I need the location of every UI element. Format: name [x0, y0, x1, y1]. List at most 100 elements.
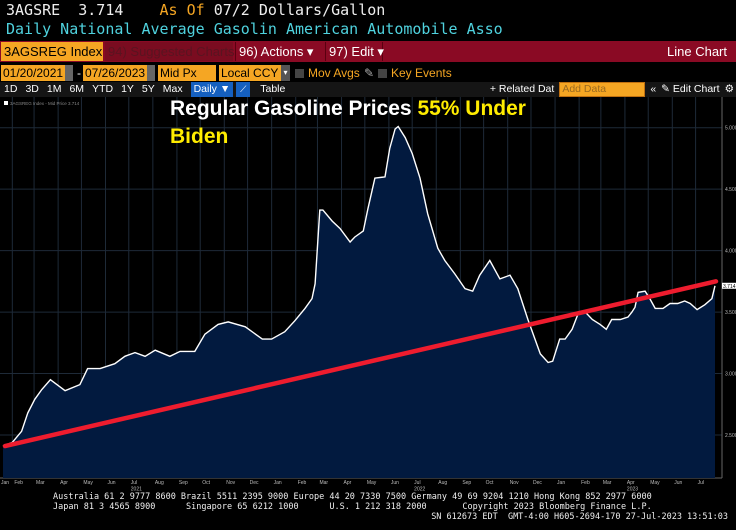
edit-menu[interactable]: 97) Edit ▾ [325, 42, 384, 61]
pencil-icon[interactable]: ✎ [364, 66, 375, 80]
month-tick-label: Jul [414, 480, 420, 486]
period-6m[interactable]: 6M [69, 83, 85, 95]
mov-avgs-checkbox[interactable] [295, 69, 304, 78]
annotation-yellow: 55% Under Biden [170, 97, 526, 148]
period-1m[interactable]: 1M [46, 83, 62, 95]
month-tick-label: May [650, 480, 660, 486]
footer-contacts: Australia 61 2 9777 8600 Brazil 5511 239… [53, 492, 652, 502]
footer-copyright: Japan 81 3 4565 8900 Singapore 65 6212 1… [53, 502, 652, 512]
edit-chart-label: Edit Chart [672, 83, 720, 95]
month-tick-label: Apr [344, 480, 352, 486]
month-tick-label: Mar [603, 480, 612, 486]
month-tick-label: Jul [131, 480, 137, 486]
period-max[interactable]: Max [162, 83, 183, 95]
end-date-input[interactable]: 07/26/2023 [83, 65, 147, 81]
month-tick-label: Sep [462, 480, 471, 486]
mov-avgs-label[interactable]: Mov Avgs [308, 66, 360, 80]
y-tick-label: 5.000 [725, 126, 736, 132]
year-tick-label: 2022 [414, 487, 425, 493]
period-1y[interactable]: 1Y [121, 83, 134, 95]
as-of-value: 07/2 [213, 1, 250, 19]
chart-type-label: Line Chart [667, 44, 727, 59]
date-range-separator: - [77, 66, 81, 80]
period-3d[interactable]: 3D [25, 83, 39, 95]
month-tick-label: Feb [14, 480, 23, 486]
period-5y[interactable]: 5Y [141, 83, 155, 95]
month-tick-label: Jan [557, 480, 565, 486]
month-tick-label: Jan [1, 480, 9, 486]
month-tick-label: Mar [319, 480, 328, 486]
units: Dollars/Gallon [258, 1, 386, 19]
month-tick-label: Nov [510, 480, 519, 486]
last-value-tag [722, 282, 736, 289]
command-bar: 3AGSREG Index 94) Suggested Charts 96) A… [0, 41, 736, 62]
price-line [2, 125, 716, 447]
suggested-charts-button[interactable]: 94) Suggested Charts [105, 42, 234, 61]
calendar-icon[interactable] [65, 65, 73, 81]
month-tick-label: May [83, 480, 93, 486]
security-description: Daily National Average Gasolin American … [6, 20, 503, 38]
last-value-label: 3.714 [723, 284, 736, 290]
year-tick-label: 2023 [627, 487, 638, 493]
month-tick-label: Apr [627, 480, 635, 486]
month-tick-label: Aug [438, 480, 447, 486]
chart-controls: 01/20/2021 - 07/26/2023 Mid Px Local CCY… [0, 65, 736, 82]
as-of-label: As Of [159, 1, 205, 19]
y-tick-label: 3.000 [725, 372, 736, 378]
month-tick-label: Dec [533, 480, 542, 486]
security-header: 3AGSRE 3.714 As Of 07/2 Dollars/Gallon [6, 1, 385, 19]
related-data-button[interactable]: + Related Dat [489, 83, 555, 95]
trend-line [2, 279, 719, 449]
chevron-down-icon[interactable]: ▾ [281, 65, 290, 81]
footer-session: SN 612673 EDT GMT-4:00 H605-2694-170 27-… [431, 512, 728, 522]
month-tick-label: Jun [391, 480, 399, 486]
currency-select[interactable]: Local CCY [219, 65, 281, 81]
y-tick-label: 4.000 [725, 249, 736, 255]
month-tick-label: May [367, 480, 377, 486]
start-date-input[interactable]: 01/20/2021 [1, 65, 65, 81]
ticker-input[interactable]: 3AGSREG Index [1, 42, 103, 61]
y-tick-label: 2.500 [725, 433, 736, 439]
month-tick-label: Aug [155, 480, 164, 486]
gear-icon[interactable]: ⚙ [724, 83, 734, 95]
annotation-white: Regular Gasoline Prices [170, 97, 418, 120]
month-tick-label: Jan [274, 480, 282, 486]
month-tick-label: Nov [226, 480, 235, 486]
month-tick-label: Oct [486, 480, 494, 486]
add-data-input[interactable]: Add Data [559, 82, 646, 97]
edit-chart-button[interactable]: ✎ Edit Chart [661, 82, 719, 97]
period-ytd[interactable]: YTD [92, 83, 114, 95]
month-tick-label: Oct [202, 480, 210, 486]
frequency-select[interactable]: Daily ▼ [190, 82, 234, 97]
period-toolbar: 1D 3D 1M 6M YTD 1Y 5Y Max Daily ▼ ⟋ Table + Rel… [0, 82, 736, 97]
last-price: 3.714 [78, 1, 124, 19]
key-events-checkbox[interactable] [378, 69, 387, 78]
table-button[interactable]: Table [260, 83, 286, 95]
key-events-label[interactable]: Key Events [391, 66, 452, 80]
month-tick-label: Feb [298, 480, 307, 486]
month-tick-label: Sep [179, 480, 188, 486]
month-tick-label: Feb [581, 480, 590, 486]
month-tick-label: Jul [698, 480, 704, 486]
legend-label: 3AGSREG Index - Mid Price 3.714 [10, 101, 80, 106]
month-tick-label: Jun [674, 480, 682, 486]
y-tick-label: 3.500 [725, 310, 736, 316]
actions-menu[interactable]: 96) Actions ▾ [235, 42, 323, 61]
ticker: 3AGSRE [6, 1, 61, 19]
price-area [3, 126, 715, 478]
chart-annotation: Regular Gasoline Prices 55% Under Biden [170, 95, 590, 151]
legend-swatch [4, 101, 8, 105]
period-1d[interactable]: 1D [4, 83, 18, 95]
price-field-select[interactable]: Mid Px [158, 65, 216, 81]
period-buttons: 1D 3D 1M 6M YTD 1Y 5Y Max [0, 82, 187, 97]
calendar-icon[interactable] [147, 65, 155, 81]
pencil-icon: ✎ [661, 83, 670, 95]
collapse-icon[interactable]: « [650, 83, 657, 95]
month-tick-label: Apr [60, 480, 68, 486]
month-tick-label: Dec [250, 480, 259, 486]
month-tick-label: Jun [107, 480, 115, 486]
line-chart-icon[interactable]: ⟋ [236, 82, 251, 97]
y-tick-label: 4.500 [725, 187, 736, 193]
month-tick-label: Mar [36, 480, 45, 486]
